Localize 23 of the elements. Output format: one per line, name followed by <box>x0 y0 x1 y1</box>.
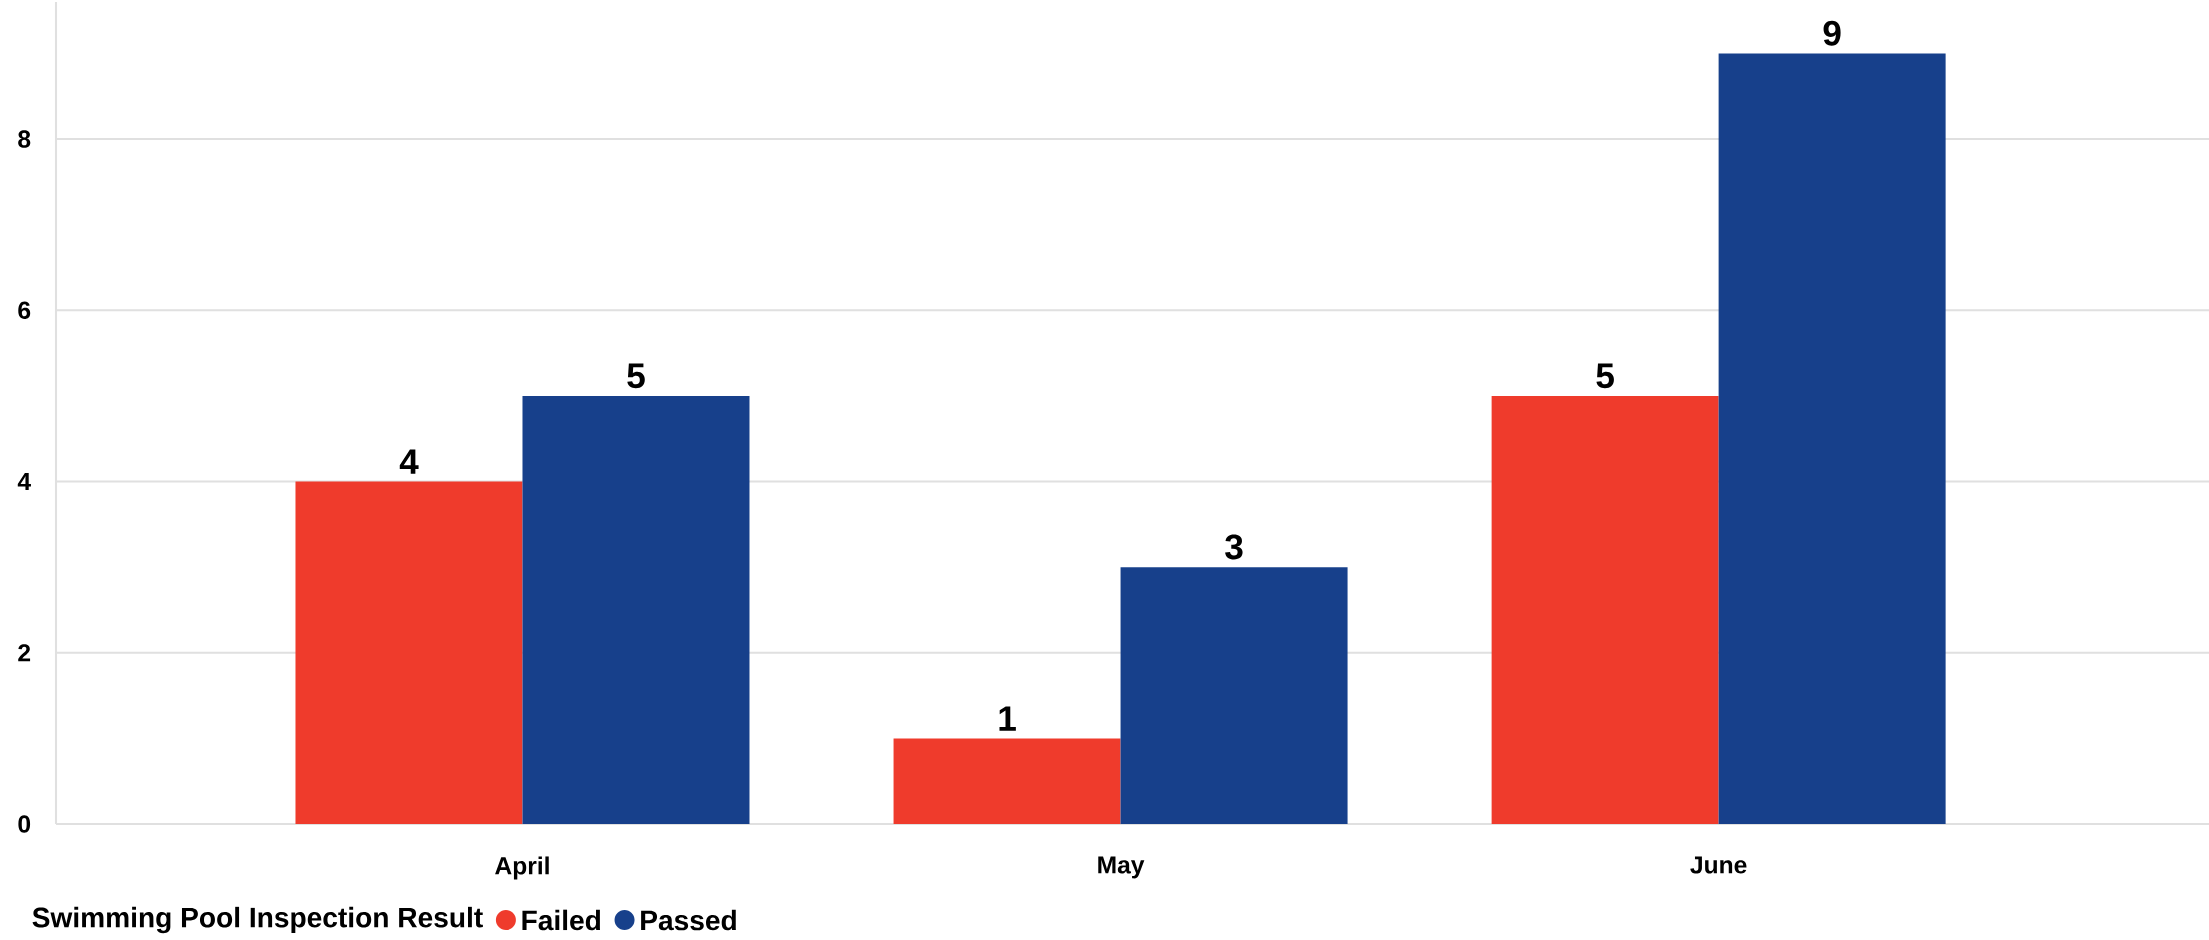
y-tick-label: 2 <box>18 644 31 662</box>
data-label: 9 <box>1823 20 1841 46</box>
x-tick-label: May <box>1098 856 1145 879</box>
y-tick-label: 0 <box>18 815 31 833</box>
bar <box>1491 395 1719 825</box>
x-tick-label: April <box>495 856 549 880</box>
bar <box>1718 53 1946 825</box>
bar <box>1120 567 1348 825</box>
y-tick-label: 8 <box>18 130 31 148</box>
legend-label: Passed <box>641 909 736 931</box>
legend-label: Failed <box>522 909 600 931</box>
bar <box>295 481 523 825</box>
legend-title: Swimming Pool Inspection Result <box>32 906 483 934</box>
y-tick-label: 6 <box>18 301 31 319</box>
bar <box>522 395 750 825</box>
data-label: 5 <box>627 363 645 389</box>
x-tick-label: June <box>1690 856 1747 874</box>
data-label: 4 <box>399 449 419 474</box>
data-label: 3 <box>1225 534 1243 560</box>
data-label: 5 <box>1596 363 1614 389</box>
y-tick-label: 4 <box>17 473 31 490</box>
data-label: 1 <box>999 706 1016 731</box>
bar <box>893 738 1121 825</box>
